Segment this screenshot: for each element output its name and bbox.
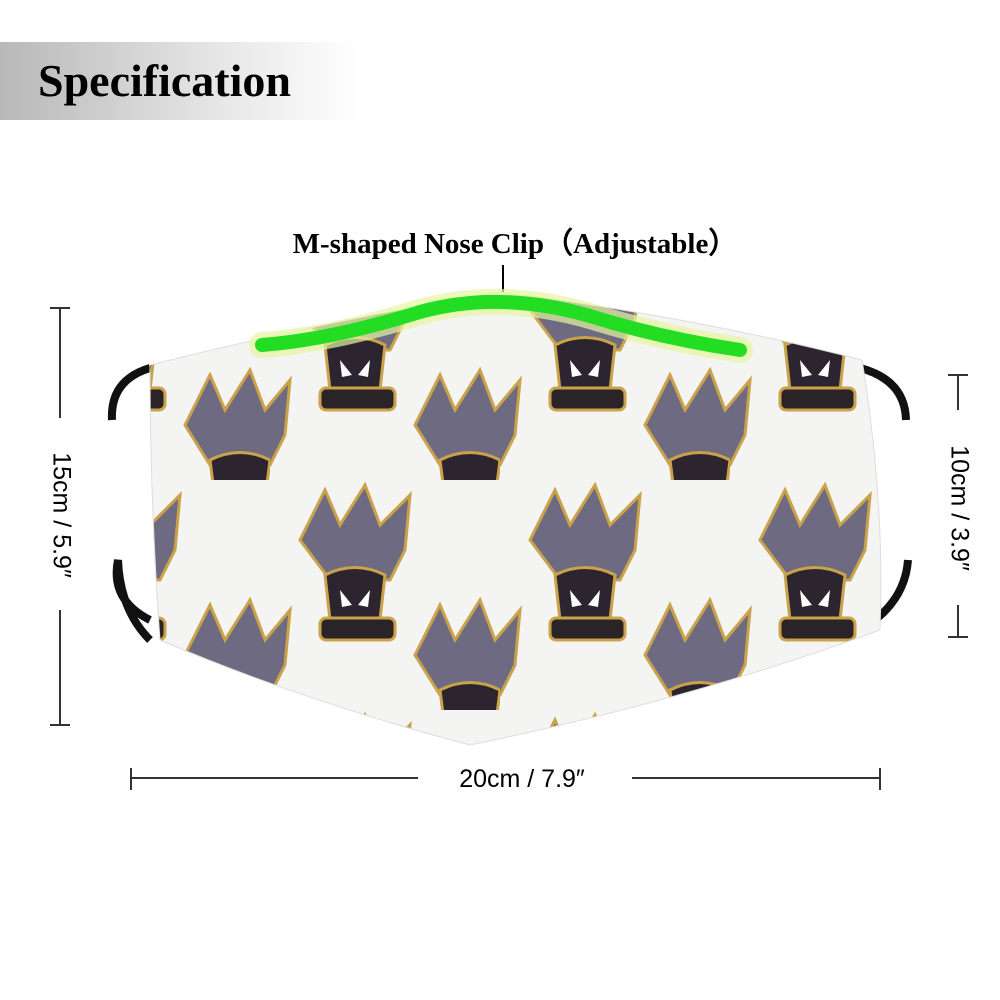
height-inner-label: 10cm / 3.9″ (945, 445, 973, 571)
nose-clip (255, 294, 747, 357)
header-title: Specification (38, 55, 291, 106)
height-outer-label: 15cm / 5.9″ (47, 452, 75, 578)
width-label: 20cm / 7.9″ (459, 765, 585, 793)
mask-body (149, 291, 882, 746)
header-band (0, 42, 360, 120)
ear-loop-left (107, 364, 153, 643)
dimension-bottom (130, 768, 881, 790)
nose-clip-label: M-shaped Nose Clip（Adjustable） (293, 227, 738, 260)
dimension-left (50, 307, 70, 726)
dimension-right (948, 374, 968, 638)
